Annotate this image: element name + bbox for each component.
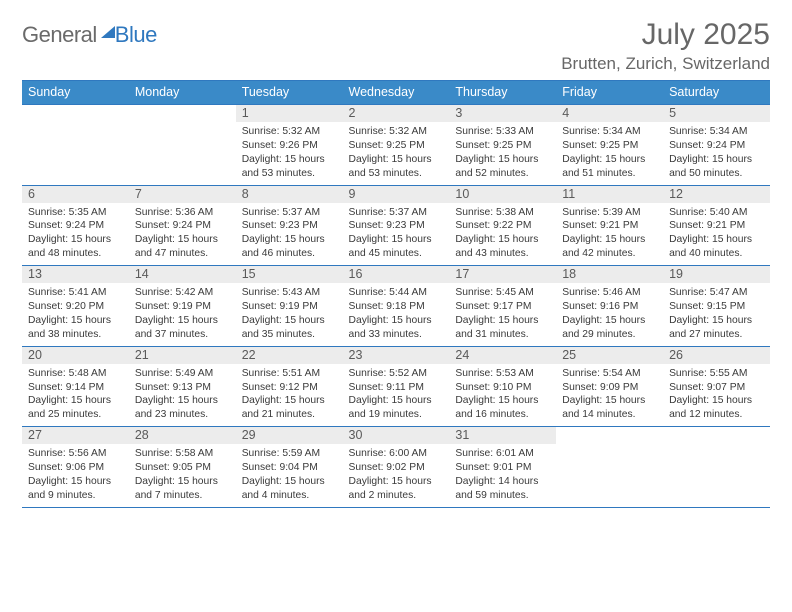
day-number-cell: 19 (663, 266, 770, 284)
day-number-cell: 26 (663, 346, 770, 364)
day-content-cell: Sunrise: 5:46 AMSunset: 9:16 PMDaylight:… (556, 283, 663, 346)
day-content-cell: Sunrise: 5:34 AMSunset: 9:25 PMDaylight:… (556, 122, 663, 185)
day-number-cell (663, 427, 770, 445)
day-content-cell: Sunrise: 5:42 AMSunset: 9:19 PMDaylight:… (129, 283, 236, 346)
day-content-cell: Sunrise: 5:51 AMSunset: 9:12 PMDaylight:… (236, 364, 343, 427)
day-number-cell: 2 (343, 105, 450, 123)
day-content-row: Sunrise: 5:32 AMSunset: 9:26 PMDaylight:… (22, 122, 770, 185)
day-content-cell (663, 444, 770, 507)
day-content-cell: Sunrise: 5:47 AMSunset: 9:15 PMDaylight:… (663, 283, 770, 346)
day-content-cell: Sunrise: 5:45 AMSunset: 9:17 PMDaylight:… (449, 283, 556, 346)
day-number-cell: 31 (449, 427, 556, 445)
location: Brutten, Zurich, Switzerland (561, 54, 770, 74)
day-number-cell: 28 (129, 427, 236, 445)
day-content-cell: Sunrise: 5:40 AMSunset: 9:21 PMDaylight:… (663, 203, 770, 266)
calendar-page: General Blue July 2025 Brutten, Zurich, … (0, 0, 792, 508)
weekday-header: Friday (556, 81, 663, 105)
day-content-cell: Sunrise: 5:36 AMSunset: 9:24 PMDaylight:… (129, 203, 236, 266)
weekday-header: Wednesday (343, 81, 450, 105)
day-number-cell: 5 (663, 105, 770, 123)
day-content-cell: Sunrise: 5:38 AMSunset: 9:22 PMDaylight:… (449, 203, 556, 266)
day-content-cell: Sunrise: 5:54 AMSunset: 9:09 PMDaylight:… (556, 364, 663, 427)
day-number-cell: 23 (343, 346, 450, 364)
day-content-cell (22, 122, 129, 185)
day-content-cell: Sunrise: 5:39 AMSunset: 9:21 PMDaylight:… (556, 203, 663, 266)
day-number-cell: 8 (236, 185, 343, 203)
day-number-cell: 10 (449, 185, 556, 203)
weekday-header: Saturday (663, 81, 770, 105)
day-number-cell: 18 (556, 266, 663, 284)
day-content-cell: Sunrise: 5:35 AMSunset: 9:24 PMDaylight:… (22, 203, 129, 266)
day-number-row: 6789101112 (22, 185, 770, 203)
day-content-cell: Sunrise: 5:37 AMSunset: 9:23 PMDaylight:… (343, 203, 450, 266)
day-content-cell: Sunrise: 5:55 AMSunset: 9:07 PMDaylight:… (663, 364, 770, 427)
month-title: July 2025 (561, 18, 770, 52)
day-content-row: Sunrise: 5:48 AMSunset: 9:14 PMDaylight:… (22, 364, 770, 427)
day-number-cell: 25 (556, 346, 663, 364)
day-number-cell: 6 (22, 185, 129, 203)
day-content-cell: Sunrise: 5:43 AMSunset: 9:19 PMDaylight:… (236, 283, 343, 346)
day-content-row: Sunrise: 5:56 AMSunset: 9:06 PMDaylight:… (22, 444, 770, 507)
day-content-cell: Sunrise: 5:41 AMSunset: 9:20 PMDaylight:… (22, 283, 129, 346)
day-content-cell: Sunrise: 6:01 AMSunset: 9:01 PMDaylight:… (449, 444, 556, 507)
day-number-cell (129, 105, 236, 123)
title-block: July 2025 Brutten, Zurich, Switzerland (561, 18, 770, 74)
day-content-cell: Sunrise: 6:00 AMSunset: 9:02 PMDaylight:… (343, 444, 450, 507)
calendar-table: SundayMondayTuesdayWednesdayThursdayFrid… (22, 80, 770, 508)
day-content-cell (129, 122, 236, 185)
day-number-cell: 29 (236, 427, 343, 445)
day-number-cell (556, 427, 663, 445)
day-content-cell (556, 444, 663, 507)
day-content-cell: Sunrise: 5:32 AMSunset: 9:25 PMDaylight:… (343, 122, 450, 185)
day-number-cell: 15 (236, 266, 343, 284)
day-number-cell: 4 (556, 105, 663, 123)
day-content-cell: Sunrise: 5:58 AMSunset: 9:05 PMDaylight:… (129, 444, 236, 507)
day-content-cell: Sunrise: 5:52 AMSunset: 9:11 PMDaylight:… (343, 364, 450, 427)
weekday-header: Thursday (449, 81, 556, 105)
day-content-cell: Sunrise: 5:53 AMSunset: 9:10 PMDaylight:… (449, 364, 556, 427)
day-content-cell: Sunrise: 5:34 AMSunset: 9:24 PMDaylight:… (663, 122, 770, 185)
day-content-row: Sunrise: 5:41 AMSunset: 9:20 PMDaylight:… (22, 283, 770, 346)
day-content-cell: Sunrise: 5:59 AMSunset: 9:04 PMDaylight:… (236, 444, 343, 507)
day-number-row: 12345 (22, 105, 770, 123)
day-content-cell: Sunrise: 5:48 AMSunset: 9:14 PMDaylight:… (22, 364, 129, 427)
day-content-cell: Sunrise: 5:44 AMSunset: 9:18 PMDaylight:… (343, 283, 450, 346)
day-number-cell (22, 105, 129, 123)
day-number-cell: 20 (22, 346, 129, 364)
day-content-cell: Sunrise: 5:37 AMSunset: 9:23 PMDaylight:… (236, 203, 343, 266)
logo-triangle-icon (101, 26, 115, 38)
day-number-cell: 14 (129, 266, 236, 284)
day-content-cell: Sunrise: 5:49 AMSunset: 9:13 PMDaylight:… (129, 364, 236, 427)
day-number-row: 2728293031 (22, 427, 770, 445)
day-number-cell: 11 (556, 185, 663, 203)
day-number-cell: 16 (343, 266, 450, 284)
day-number-cell: 12 (663, 185, 770, 203)
day-number-cell: 9 (343, 185, 450, 203)
day-number-cell: 21 (129, 346, 236, 364)
day-number-row: 13141516171819 (22, 266, 770, 284)
day-number-cell: 1 (236, 105, 343, 123)
day-content-cell: Sunrise: 5:33 AMSunset: 9:25 PMDaylight:… (449, 122, 556, 185)
weekday-header: Tuesday (236, 81, 343, 105)
day-number-cell: 24 (449, 346, 556, 364)
day-number-cell: 27 (22, 427, 129, 445)
logo-text-blue: Blue (115, 22, 157, 48)
weekday-header: Monday (129, 81, 236, 105)
logo-text-general: General (22, 22, 97, 48)
day-content-cell: Sunrise: 5:32 AMSunset: 9:26 PMDaylight:… (236, 122, 343, 185)
day-number-cell: 30 (343, 427, 450, 445)
day-content-cell: Sunrise: 5:56 AMSunset: 9:06 PMDaylight:… (22, 444, 129, 507)
day-number-cell: 22 (236, 346, 343, 364)
header: General Blue July 2025 Brutten, Zurich, … (22, 18, 770, 74)
day-number-cell: 3 (449, 105, 556, 123)
day-number-cell: 17 (449, 266, 556, 284)
logo: General Blue (22, 22, 157, 48)
day-number-cell: 7 (129, 185, 236, 203)
day-number-cell: 13 (22, 266, 129, 284)
calendar-header-row: SundayMondayTuesdayWednesdayThursdayFrid… (22, 81, 770, 105)
day-content-row: Sunrise: 5:35 AMSunset: 9:24 PMDaylight:… (22, 203, 770, 266)
day-number-row: 20212223242526 (22, 346, 770, 364)
weekday-header: Sunday (22, 81, 129, 105)
